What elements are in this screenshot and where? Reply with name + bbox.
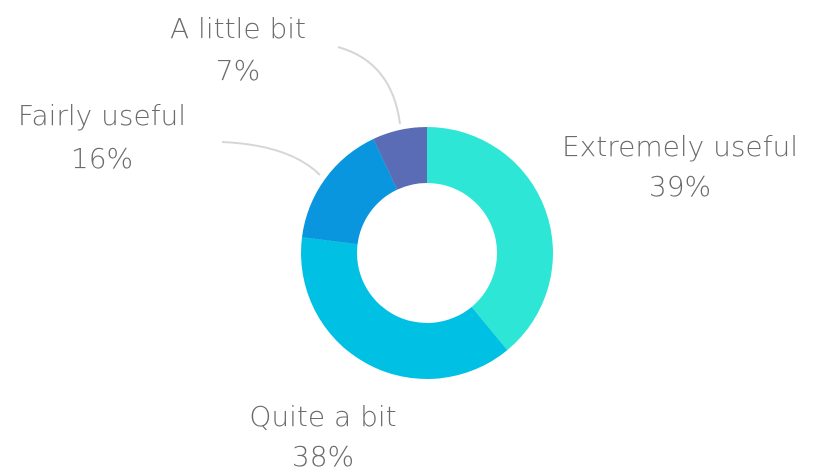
label-fairly-useful: Fairly useful [18, 99, 186, 132]
leader-line-fairly-useful [221, 141, 321, 176]
slice-extremely-useful [427, 127, 553, 351]
value-quite-a-bit: 38% [292, 440, 354, 473]
slice-a-little-bit [373, 126, 427, 190]
label-extremely-useful: Extremely useful [562, 130, 798, 163]
slice-fairly-useful [301, 138, 398, 245]
slice-quite-a-bit [300, 237, 508, 380]
donut-slices [300, 126, 553, 380]
value-a-little-bit: 7% [216, 54, 260, 87]
leader-line-a-little-bit [337, 46, 401, 125]
label-a-little-bit: A little bit [170, 12, 306, 45]
value-fairly-useful: 16% [71, 142, 133, 175]
label-quite-a-bit: Quite a bit [249, 400, 396, 433]
value-extremely-useful: 39% [649, 170, 711, 203]
